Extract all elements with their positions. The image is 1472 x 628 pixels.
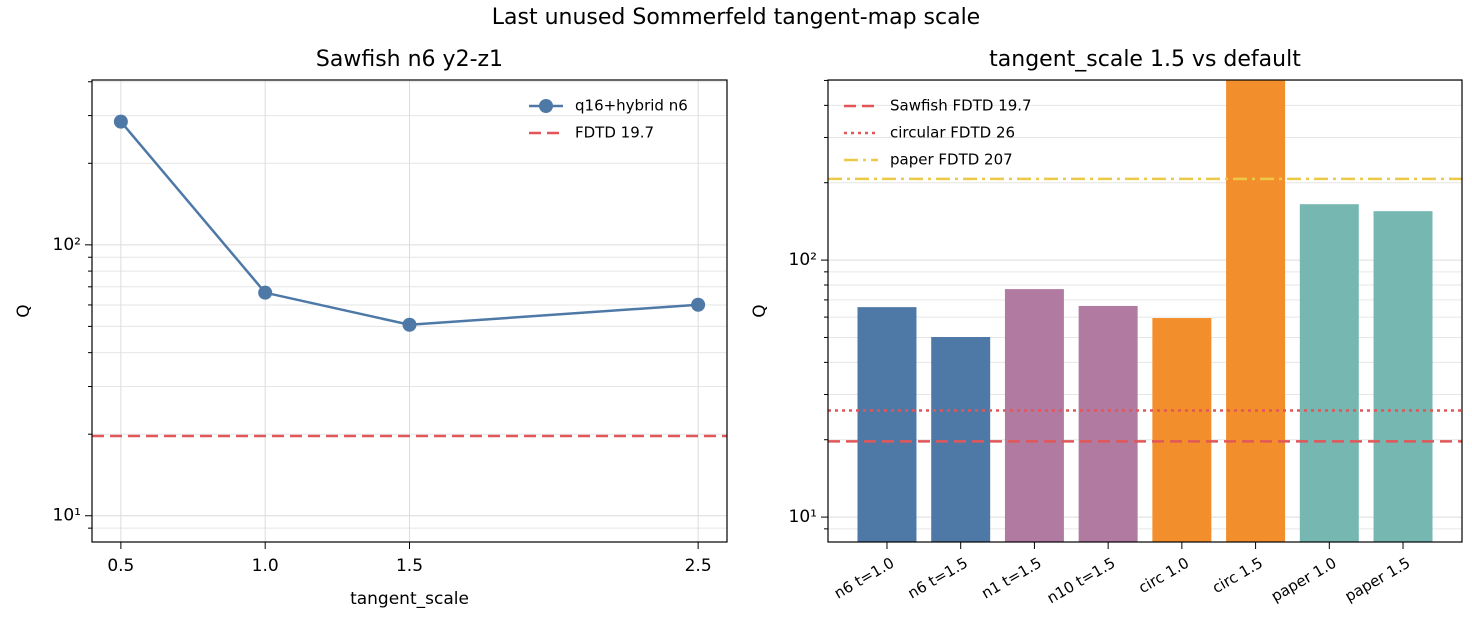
bar xyxy=(1152,318,1212,542)
x-tick-label: 2.5 xyxy=(685,556,712,576)
bar xyxy=(931,337,991,542)
x-tick-label: n6 t=1.5 xyxy=(905,554,971,603)
x-axis-label: tangent_scale xyxy=(350,589,469,609)
x-tick-label: 1.5 xyxy=(396,556,423,576)
data-point xyxy=(691,297,706,312)
data-line xyxy=(119,120,699,327)
x-tick-label: n10 t=1.5 xyxy=(1044,554,1119,607)
figure-title: Last unused Sommerfeld tangent-map scale xyxy=(492,5,980,30)
x-tick-label: paper 1.5 xyxy=(1342,554,1414,606)
bar xyxy=(1078,305,1138,542)
legend-label: Sawfish FDTD 19.7 xyxy=(890,97,1032,115)
x-tick-label: n6 t=1.0 xyxy=(831,554,897,603)
y-axis-label: Q xyxy=(14,304,34,317)
x-tick-label: paper 1.0 xyxy=(1268,554,1340,606)
legend-label: q16+hybrid n6 xyxy=(575,97,688,115)
bar xyxy=(1373,211,1433,542)
legend-marker xyxy=(539,99,553,113)
data-point xyxy=(258,285,273,300)
plot-area xyxy=(828,80,1462,542)
y-tick-label: 10¹ xyxy=(789,507,817,527)
x-tick-label: circ 1.5 xyxy=(1209,554,1266,597)
data-point xyxy=(402,317,417,332)
subplot-title: tangent_scale 1.5 vs default xyxy=(989,47,1301,72)
x-tick-label: 0.5 xyxy=(107,556,134,576)
data-point xyxy=(113,114,128,129)
legend-label: paper FDTD 207 xyxy=(890,151,1013,169)
x-tick-label: circ 1.0 xyxy=(1135,554,1192,597)
y-tick-label: 10² xyxy=(789,250,817,270)
x-tick-label: 1.0 xyxy=(252,556,279,576)
bar xyxy=(1299,204,1359,542)
bar xyxy=(1226,80,1286,542)
x-tick-label: n1 t=1.5 xyxy=(978,554,1044,603)
axes-frame xyxy=(91,79,728,543)
y-tick-label: 10¹ xyxy=(53,506,81,526)
legend-label: circular FDTD 26 xyxy=(890,124,1015,142)
bar xyxy=(857,307,917,542)
y-tick-label: 10² xyxy=(53,235,81,255)
legend-label: FDTD 19.7 xyxy=(575,124,654,142)
axes-frame xyxy=(827,79,1463,543)
y-axis-label: Q xyxy=(750,304,770,317)
bar xyxy=(1004,289,1064,542)
subplot-title: Sawfish n6 y2-z1 xyxy=(316,47,503,72)
plot-area xyxy=(92,80,727,542)
